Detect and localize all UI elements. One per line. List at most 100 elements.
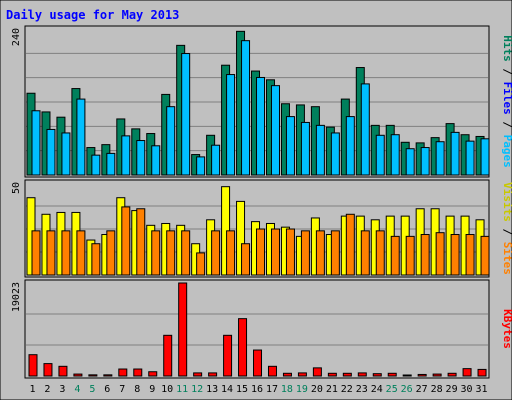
bar-sites-day-27 [420, 234, 430, 276]
bar-kbytes-day-10 [163, 334, 173, 377]
bar-sites-day-24 [375, 230, 385, 276]
legend-part: Hits [501, 35, 512, 62]
x-tick-label-day-18: 18 [281, 384, 293, 395]
legend-part: / [501, 222, 512, 242]
y-max-label: 19023 [11, 282, 22, 312]
bar-sites-day-8 [136, 208, 146, 276]
series-legend-label: Hits / Files / Pages [501, 35, 512, 168]
bar-pages-day-24 [375, 134, 385, 176]
x-tick-label-day-12: 12 [191, 384, 203, 395]
bar-sites-day-4 [76, 230, 86, 276]
bar-sites-day-13 [211, 230, 221, 276]
panel-sites-visits: 50 Visits / Sites [11, 179, 512, 278]
bar-kbytes-day-3 [58, 365, 68, 377]
chart-panels: 240 Hits / Files / Pages 50 Visits / Sites 1… [11, 25, 512, 379]
x-tick-label-day-26: 26 [401, 384, 413, 395]
bar-pages-day-10 [166, 106, 176, 176]
bar-kbytes-day-1 [28, 354, 38, 377]
bar-pages-day-7 [121, 135, 131, 176]
bar-pages-day-2 [46, 128, 56, 176]
bar-kbytes-day-17 [267, 365, 277, 377]
bar-pages-day-6 [106, 152, 116, 176]
bar-pages-day-26 [405, 148, 415, 176]
y-max-label: 240 [11, 28, 22, 46]
bar-sites-day-19 [300, 230, 310, 276]
bar-kbytes-day-8 [133, 368, 143, 377]
legend-part: Sites [501, 242, 512, 275]
bar-sites-day-3 [61, 230, 71, 276]
bar-kbytes-day-6 [103, 374, 113, 377]
bar-pages-day-23 [360, 83, 370, 176]
x-tick-label-day-11: 11 [176, 384, 188, 395]
bar-pages-day-14 [226, 74, 236, 176]
bar-kbytes-day-16 [253, 349, 263, 377]
bar-pages-day-19 [300, 121, 310, 176]
bar-visits-day-15 [236, 200, 246, 276]
x-tick-label-day-8: 8 [134, 384, 140, 395]
x-tick-label-day-23: 23 [356, 384, 368, 395]
legend-part: Visits [501, 182, 512, 222]
bar-sites-day-25 [390, 235, 400, 276]
bar-pages-day-27 [420, 147, 430, 176]
x-tick-label-day-22: 22 [341, 384, 353, 395]
x-tick-label-day-15: 15 [236, 384, 248, 395]
x-tick-label-day-6: 6 [104, 384, 110, 395]
x-tick-label-day-27: 27 [416, 384, 428, 395]
x-tick-label-day-21: 21 [326, 384, 338, 395]
bar-sites-day-7 [121, 206, 131, 276]
bar-kbytes-day-22 [342, 372, 352, 377]
bar-kbytes-day-31 [477, 368, 487, 377]
legend-part: KBytes [501, 309, 512, 349]
x-tick-label-day-17: 17 [266, 384, 278, 395]
x-tick-label-day-19: 19 [296, 384, 308, 395]
bar-pages-day-31 [480, 138, 490, 176]
bar-kbytes-day-14 [223, 334, 233, 377]
x-tick-label-day-16: 16 [251, 384, 263, 395]
bar-sites-day-14 [226, 230, 236, 276]
x-tick-label-day-31: 31 [475, 384, 487, 395]
bar-pages-day-5 [91, 154, 101, 176]
bar-sites-day-11 [181, 230, 191, 276]
bar-kbytes-day-9 [148, 371, 158, 377]
bar-kbytes-day-5 [88, 374, 98, 377]
bar-sites-day-29 [450, 234, 460, 276]
x-axis-labels: 1 2 3 4 5 6 7 8 9 10 11 12 13 14 15 16 17 18 19 20 21 22 23 24 2… [29, 384, 487, 395]
bar-pages-day-8 [136, 140, 146, 176]
bar-sites-day-12 [196, 252, 206, 276]
bar-kbytes-day-15 [238, 318, 248, 377]
bar-pages-day-30 [465, 140, 475, 176]
bar-pages-day-20 [315, 124, 325, 176]
panel-pages-files-hits: 240 Hits / Files / Pages [11, 25, 512, 178]
x-tick-label-day-1: 1 [29, 384, 35, 395]
x-tick-label-day-14: 14 [221, 384, 233, 395]
bar-sites-day-21 [330, 230, 340, 276]
bar-sites-day-22 [345, 213, 355, 276]
bar-kbytes-day-12 [193, 372, 203, 377]
legend-part: Files [501, 82, 512, 115]
bar-kbytes-day-23 [357, 372, 367, 377]
x-tick-label-day-20: 20 [311, 384, 323, 395]
x-tick-label-day-7: 7 [119, 384, 125, 395]
series-legend-label: KBytes [501, 309, 512, 349]
bar-kbytes-day-20 [312, 367, 322, 377]
bar-pages-day-11 [181, 53, 191, 176]
chart-title: Daily usage for May 2013 [6, 8, 179, 22]
bar-kbytes-day-24 [372, 373, 382, 377]
bar-sites-day-6 [106, 230, 116, 276]
bar-kbytes-day-4 [73, 373, 83, 377]
bar-sites-day-9 [151, 230, 161, 276]
bar-kbytes-day-2 [43, 363, 53, 377]
x-tick-label-day-2: 2 [44, 384, 50, 395]
bar-kbytes-day-28 [432, 373, 442, 377]
x-tick-label-day-9: 9 [149, 384, 155, 395]
legend-part: Pages [501, 135, 512, 168]
bar-sites-day-20 [315, 230, 325, 276]
bar-sites-day-16 [256, 228, 266, 276]
x-tick-label-day-5: 5 [89, 384, 95, 395]
bar-sites-day-1 [31, 230, 41, 276]
bar-kbytes-day-25 [387, 372, 397, 377]
bar-pages-day-21 [330, 132, 340, 176]
bar-pages-day-29 [450, 131, 460, 176]
bar-pages-day-3 [61, 132, 71, 176]
legend-part: / [501, 115, 512, 135]
